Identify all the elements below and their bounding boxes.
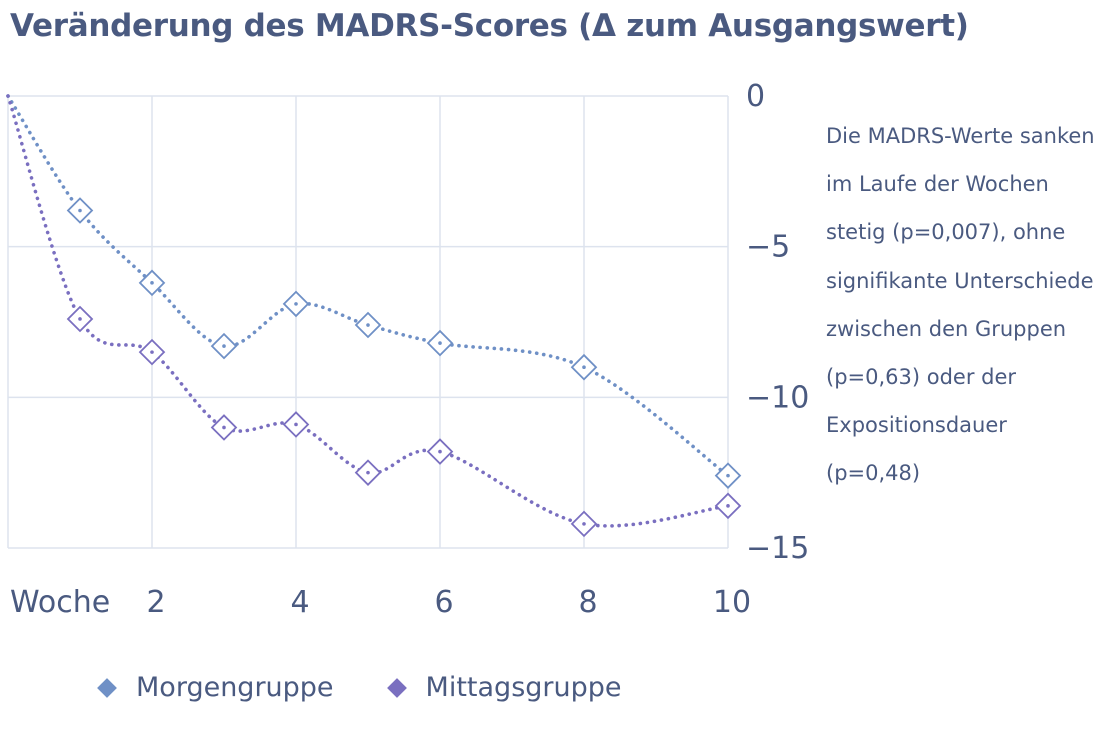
chart-title: Veränderung des MADRS-Scores (Δ zum Ausg… bbox=[10, 8, 969, 44]
series-0-point-center bbox=[78, 208, 82, 213]
legend-marker-morgengruppe bbox=[97, 677, 117, 698]
series-0-point-center bbox=[150, 281, 154, 285]
x-axis-label: Woche bbox=[10, 585, 110, 620]
series-1-point-center bbox=[222, 425, 226, 430]
chart-annotation: Die MADRS-Werte sanken im Laufe der Woch… bbox=[826, 124, 1095, 486]
series-0-point-center bbox=[582, 365, 586, 370]
y-tick-label: 0 bbox=[746, 79, 765, 114]
y-tick-label: −5 bbox=[746, 230, 790, 265]
series-line-0 bbox=[6, 94, 730, 478]
series-1-point-center bbox=[726, 504, 730, 508]
series-0-point-center bbox=[222, 344, 226, 348]
x-tick-label: 4 bbox=[290, 585, 309, 620]
series-1-point-center bbox=[438, 449, 442, 454]
y-axis-ticks: 0 −5 −10 −15 bbox=[746, 79, 809, 566]
legend-marker-mittagsgruppe bbox=[386, 677, 407, 698]
legend-label-morgengruppe: Morgengruppe bbox=[136, 672, 334, 703]
legend: Morgengruppe Mittagsgruppe bbox=[96, 672, 674, 703]
y-tick-label: −15 bbox=[746, 531, 809, 566]
series-1-point-center bbox=[78, 317, 82, 321]
x-tick-label: 2 bbox=[146, 585, 165, 620]
legend-label-mittagsgruppe: Mittagsgruppe bbox=[425, 672, 622, 703]
x-tick-label: 8 bbox=[578, 585, 597, 620]
series-1-point-center bbox=[582, 522, 586, 526]
series-0-point-center bbox=[294, 302, 298, 306]
series-layer bbox=[6, 94, 742, 538]
series-1-point-center bbox=[366, 470, 370, 475]
series-0-point-center bbox=[726, 473, 730, 478]
y-tick-label: −10 bbox=[746, 380, 809, 415]
series-1-point-center bbox=[294, 422, 298, 427]
legend-item-morgengruppe: Morgengruppe bbox=[96, 672, 334, 703]
series-1-point-center bbox=[150, 350, 154, 354]
x-axis-ticks: Woche 2 4 6 8 10 bbox=[10, 585, 751, 620]
x-tick-label: 6 bbox=[434, 585, 453, 620]
x-tick-label: 10 bbox=[713, 585, 751, 620]
legend-item-mittagsgruppe: Mittagsgruppe bbox=[386, 672, 622, 703]
series-0-point-center bbox=[366, 323, 370, 327]
series-0-point-center bbox=[438, 341, 442, 345]
